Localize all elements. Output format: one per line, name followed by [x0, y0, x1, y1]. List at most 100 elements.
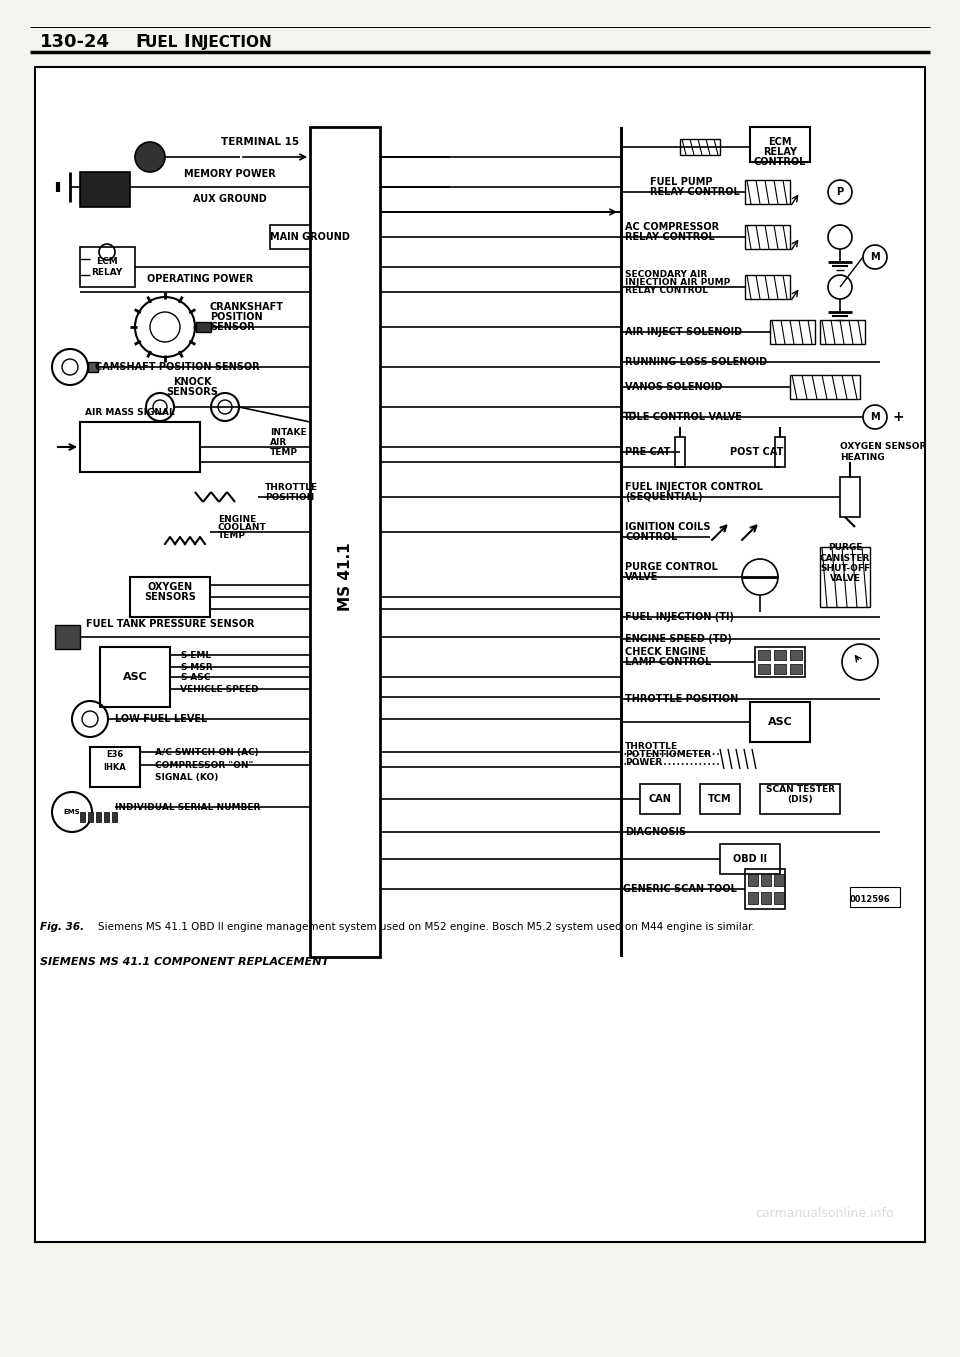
- Text: CONTROL: CONTROL: [754, 157, 806, 167]
- Bar: [745, 225, 790, 248]
- Text: KNOCK: KNOCK: [173, 377, 211, 387]
- Text: Fig. 36.: Fig. 36.: [40, 921, 84, 932]
- Text: POST CAT: POST CAT: [730, 446, 783, 457]
- Text: OBD II: OBD II: [733, 854, 767, 864]
- Bar: [80, 811, 85, 822]
- Text: M: M: [870, 413, 879, 422]
- Text: PRE CAT: PRE CAT: [625, 446, 670, 457]
- Text: SENSOR: SENSOR: [210, 322, 254, 332]
- Text: (SEQUENTIAL): (SEQUENTIAL): [625, 493, 703, 502]
- Text: SCAN TESTER: SCAN TESTER: [765, 784, 834, 794]
- Text: IGNITION COILS: IGNITION COILS: [625, 522, 710, 532]
- Text: RELAY CONTROL: RELAY CONTROL: [625, 232, 715, 242]
- Bar: [80, 172, 130, 208]
- Bar: [774, 874, 784, 886]
- Text: PURGE CONTROL: PURGE CONTROL: [625, 562, 718, 573]
- Text: THROTTLE: THROTTLE: [625, 742, 678, 750]
- Bar: [680, 138, 720, 155]
- Text: ASC: ASC: [123, 672, 148, 683]
- Text: OXYGEN SENSOR
HEATING: OXYGEN SENSOR HEATING: [840, 442, 926, 461]
- Text: CONTROL: CONTROL: [625, 532, 678, 541]
- Bar: [755, 647, 805, 677]
- Text: 0012596: 0012596: [850, 894, 890, 904]
- Bar: [840, 478, 860, 517]
- Bar: [745, 275, 790, 299]
- Text: I: I: [183, 33, 190, 52]
- Text: COOLANT: COOLANT: [218, 522, 267, 532]
- Bar: [758, 650, 770, 660]
- Text: FUEL TANK PRESSURE SENSOR: FUEL TANK PRESSURE SENSOR: [85, 619, 254, 630]
- Text: MS 41.1: MS 41.1: [338, 543, 352, 611]
- Text: TEMP: TEMP: [270, 448, 298, 457]
- Text: RUNNING LOSS SOLENOID: RUNNING LOSS SOLENOID: [625, 357, 767, 366]
- Text: CANISTER: CANISTER: [820, 554, 870, 563]
- Bar: [850, 887, 900, 906]
- Bar: [620, 128, 623, 957]
- Text: AC COMPRESSOR: AC COMPRESSOR: [625, 223, 719, 232]
- Text: POWER: POWER: [625, 759, 662, 767]
- Bar: [820, 547, 870, 607]
- Bar: [80, 247, 135, 286]
- Text: (DIS): (DIS): [787, 795, 813, 803]
- Bar: [88, 811, 93, 822]
- Bar: [774, 650, 786, 660]
- Bar: [760, 784, 840, 814]
- Text: TERMINAL 15: TERMINAL 15: [221, 137, 300, 147]
- Bar: [745, 180, 790, 204]
- Text: LAMP CONTROL: LAMP CONTROL: [625, 657, 711, 668]
- Bar: [748, 874, 758, 886]
- Text: LOW FUEL LEVEL: LOW FUEL LEVEL: [115, 714, 207, 725]
- Text: SECONDARY AIR: SECONDARY AIR: [625, 270, 708, 280]
- Bar: [90, 746, 140, 787]
- Text: OPERATING POWER: OPERATING POWER: [147, 274, 253, 284]
- Bar: [104, 811, 109, 822]
- Text: FUEL PUMP: FUEL PUMP: [650, 176, 712, 187]
- Text: CAN: CAN: [649, 794, 671, 803]
- Text: FUEL INJECTION (TI): FUEL INJECTION (TI): [625, 612, 734, 622]
- Bar: [675, 437, 685, 467]
- Text: TCM: TCM: [708, 794, 732, 803]
- Bar: [80, 422, 200, 472]
- Text: THROTTLE: THROTTLE: [265, 483, 318, 493]
- Bar: [770, 320, 815, 345]
- Text: CHECK ENGINE: CHECK ENGINE: [625, 647, 707, 657]
- Text: MAIN GROUND: MAIN GROUND: [270, 232, 350, 242]
- Text: MEMORY POWER: MEMORY POWER: [184, 170, 276, 179]
- Text: VALVE: VALVE: [829, 574, 860, 584]
- Text: VANOS SOLENOID: VANOS SOLENOID: [625, 383, 722, 392]
- Bar: [100, 647, 170, 707]
- Text: COMPRESSOR "ON": COMPRESSOR "ON": [155, 760, 253, 769]
- Bar: [774, 892, 784, 904]
- Bar: [112, 811, 117, 822]
- Bar: [196, 322, 211, 332]
- Text: E36: E36: [107, 750, 124, 759]
- Text: AUX GROUND: AUX GROUND: [193, 194, 267, 204]
- Bar: [790, 375, 860, 399]
- Text: AIR INJECT SOLENOID: AIR INJECT SOLENOID: [625, 327, 742, 337]
- Text: POSITION: POSITION: [210, 312, 263, 322]
- Bar: [88, 362, 98, 372]
- Text: ENGINE SPEED (TD): ENGINE SPEED (TD): [625, 634, 732, 645]
- Text: EMS: EMS: [63, 809, 81, 816]
- Text: SIEMENS MS 41.1 COMPONENT REPLACEMENT: SIEMENS MS 41.1 COMPONENT REPLACEMENT: [40, 957, 329, 968]
- Text: INTAKE: INTAKE: [270, 427, 306, 437]
- Text: POTENTIOMETER: POTENTIOMETER: [625, 750, 711, 759]
- Text: IDLE CONTROL VALVE: IDLE CONTROL VALVE: [625, 413, 742, 422]
- Bar: [758, 664, 770, 674]
- Text: NJECTION: NJECTION: [191, 34, 273, 49]
- Bar: [55, 626, 80, 649]
- Bar: [35, 66, 925, 1242]
- Text: INJECTION AIR PUMP: INJECTION AIR PUMP: [625, 278, 731, 286]
- Text: F: F: [135, 33, 147, 52]
- Text: RELAY CONTROL: RELAY CONTROL: [650, 187, 740, 197]
- Bar: [761, 892, 771, 904]
- Text: GENERIC SCAN TOOL: GENERIC SCAN TOOL: [623, 883, 737, 894]
- Text: TEMP: TEMP: [218, 531, 246, 540]
- Text: M: M: [870, 252, 879, 262]
- Text: VALVE: VALVE: [625, 573, 659, 582]
- Bar: [96, 811, 101, 822]
- Text: S-MSR: S-MSR: [180, 662, 212, 672]
- Text: DIAGNOSIS: DIAGNOSIS: [625, 826, 686, 837]
- Text: UEL: UEL: [145, 34, 182, 49]
- Text: VEHICLE SPEED: VEHICLE SPEED: [180, 684, 258, 693]
